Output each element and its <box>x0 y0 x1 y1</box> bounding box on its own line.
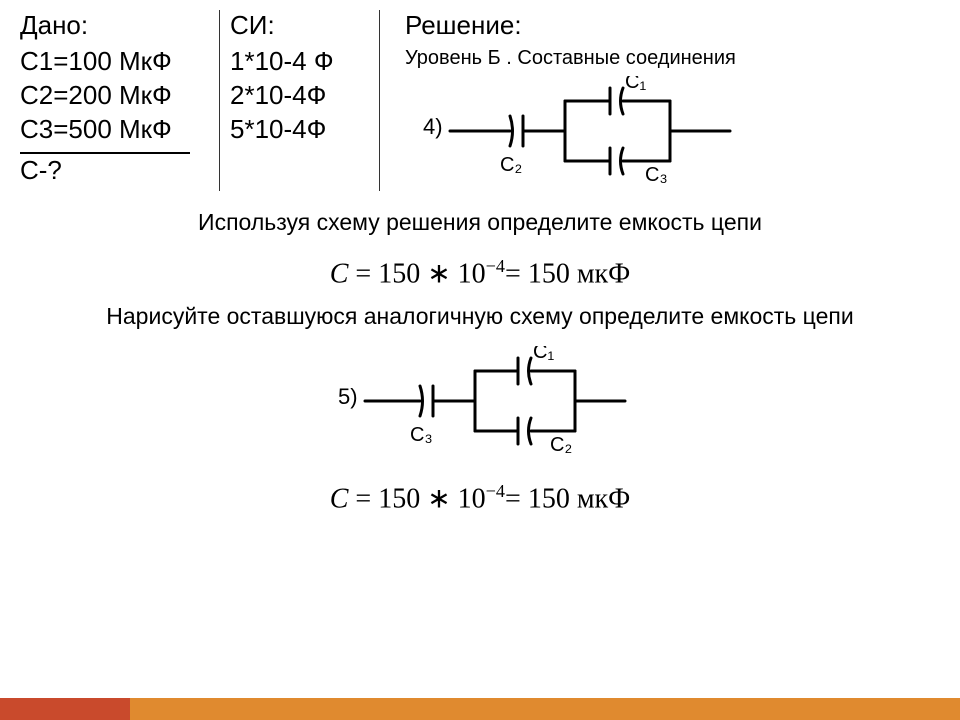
formula-1: С = 150 ∗ 10−4= 150 мкФ <box>0 256 960 290</box>
given-column: Дано: С1=100 МкФ С2=200 МкФ С3=500 МкФ C… <box>20 10 220 191</box>
formula-2: С = 150 ∗ 10−4= 150 мкФ <box>0 481 960 515</box>
solution-level: Уровень Б . Составные соединения <box>405 47 960 70</box>
solution-column: Решение: Уровень Б . Составные соединени… <box>380 10 960 191</box>
instruction-1: Используя схему решения определите емкос… <box>60 209 900 236</box>
instruction-2: Нарисуйте оставшуюся аналогичную схему о… <box>100 302 860 332</box>
si-c1: 1*10-4 Ф <box>230 45 379 79</box>
formula2-rhs: = 150 мкФ <box>505 484 630 515</box>
circuit-4-diagram: 4) C₂ C₁ <box>415 76 960 191</box>
given-c1: С1=100 МкФ <box>20 45 209 79</box>
given-question: C-? <box>20 154 209 188</box>
circuit5-number: 5) <box>338 384 358 409</box>
circuit4-bottom-label: C₃ <box>645 164 668 186</box>
given-c2: С2=200 МкФ <box>20 79 209 113</box>
si-c3: 5*10-4Ф <box>230 113 379 147</box>
circuit5-top-label: C₁ <box>533 346 554 363</box>
formula2-lhs: С <box>330 484 349 515</box>
formula2-exp: −4 <box>486 481 505 501</box>
si-header: СИ: <box>230 10 379 41</box>
circuit4-number: 4) <box>423 114 443 139</box>
si-c2: 2*10-4Ф <box>230 79 379 113</box>
si-column: СИ: 1*10-4 Ф 2*10-4Ф 5*10-4Ф <box>220 10 380 191</box>
footer-accent-orange <box>130 698 960 720</box>
solution-header: Решение: <box>405 10 960 41</box>
formula1-lhs: С <box>330 258 349 289</box>
slide-footer-bar <box>0 698 960 720</box>
circuit4-top-label: C₁ <box>625 76 646 93</box>
footer-accent-red <box>0 698 130 720</box>
problem-header-row: Дано: С1=100 МкФ С2=200 МкФ С3=500 МкФ C… <box>0 0 960 191</box>
formula2-eq: = 150 ∗ 10 <box>348 484 485 515</box>
circuit5-series-label: C₃ <box>410 424 433 446</box>
formula1-rhs: = 150 мкФ <box>505 258 630 289</box>
given-header: Дано: <box>20 10 209 41</box>
given-c3: С3=500 МкФ <box>20 113 209 147</box>
circuit-5-diagram: 5) C₃ C₁ C₂ <box>0 346 960 461</box>
circuit5-bottom-label: C₂ <box>550 434 572 456</box>
circuit4-series-label: C₂ <box>500 154 522 176</box>
formula1-eq: = 150 ∗ 10 <box>348 258 485 289</box>
formula1-exp: −4 <box>486 256 505 276</box>
